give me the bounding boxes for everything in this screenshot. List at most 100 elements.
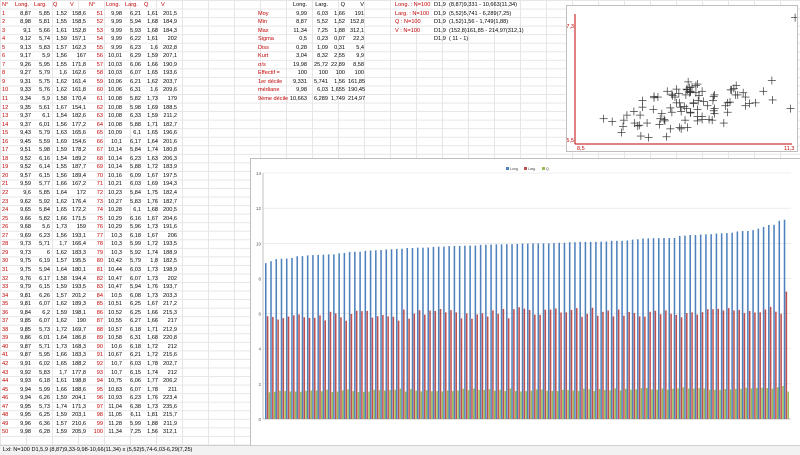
- table-cell[interactable]: 6,31: [130, 335, 141, 342]
- table-cell[interactable]: 5,85: [39, 10, 50, 17]
- table-cell[interactable]: 9,95: [20, 403, 31, 410]
- table-cell[interactable]: 8: [2, 70, 6, 77]
- table-cell[interactable]: 10,14: [108, 147, 122, 154]
- table-cell[interactable]: 10,28: [108, 207, 122, 214]
- table-cell[interactable]: 9,52: [20, 164, 31, 171]
- table-cell[interactable]: 84: [96, 292, 103, 299]
- table-cell[interactable]: 19: [2, 164, 9, 171]
- table-cell[interactable]: 82: [96, 275, 103, 282]
- table-cell[interactable]: 1,72: [147, 164, 158, 171]
- table-cell[interactable]: 10,27: [108, 198, 122, 205]
- table-cell[interactable]: 1,81: [147, 412, 158, 419]
- table-cell[interactable]: 1,67: [147, 232, 158, 239]
- stats-cell[interactable]: 5,741: [314, 78, 328, 85]
- table-cell[interactable]: 1,67: [147, 301, 158, 308]
- table-cell[interactable]: 182,4: [163, 190, 177, 197]
- table-cell[interactable]: 1,62: [56, 198, 67, 205]
- table-cell[interactable]: 180,8: [163, 147, 177, 154]
- table-cell[interactable]: 73: [96, 198, 103, 205]
- stats-cell[interactable]: 8,58: [353, 61, 364, 68]
- table-cell[interactable]: 1,62: [147, 78, 158, 85]
- table-cell[interactable]: 5,84: [39, 207, 50, 214]
- table-cell[interactable]: 6,08: [130, 292, 141, 299]
- table-cell[interactable]: 93: [96, 369, 103, 376]
- table-cell[interactable]: 6,03: [130, 266, 141, 273]
- table-cell[interactable]: 74: [96, 207, 103, 214]
- table-cell[interactable]: 42: [2, 360, 9, 367]
- table-cell[interactable]: 70: [96, 172, 103, 179]
- table-cell[interactable]: 59: [96, 78, 103, 85]
- table-cell[interactable]: 1,59: [56, 36, 67, 43]
- table-cell[interactable]: 10: [2, 87, 9, 94]
- stats-cell[interactable]: 191: [354, 10, 364, 17]
- table-cell[interactable]: 1: [2, 10, 6, 17]
- table-cell[interactable]: 10,7: [111, 360, 122, 367]
- stats-cell[interactable]: 22,3: [353, 36, 364, 43]
- table-cell[interactable]: 65: [96, 130, 103, 137]
- table-cell[interactable]: 32: [2, 275, 9, 282]
- table-cell[interactable]: 212: [167, 343, 177, 350]
- table-cell[interactable]: 43: [2, 369, 9, 376]
- table-cell[interactable]: 1,59: [147, 53, 158, 60]
- table-cell[interactable]: 10,42: [108, 258, 122, 265]
- table-cell[interactable]: 14: [2, 121, 9, 128]
- table-cell[interactable]: 11,34: [108, 429, 122, 436]
- table-cell[interactable]: 9,99: [111, 44, 122, 51]
- table-cell[interactable]: 1,69: [147, 181, 158, 188]
- table-cell[interactable]: 1,58: [56, 96, 67, 103]
- table-cell[interactable]: 190: [76, 318, 86, 325]
- table-cell[interactable]: 94: [96, 378, 103, 385]
- table-cell[interactable]: 1,73: [147, 224, 158, 231]
- stats-cell[interactable]: 6,03: [317, 87, 328, 94]
- table-cell[interactable]: 204,1: [72, 395, 86, 402]
- table-cell[interactable]: 5,92: [39, 198, 50, 205]
- table-cell[interactable]: 6: [46, 249, 50, 256]
- table-cell[interactable]: 10,57: [108, 326, 122, 333]
- table-cell[interactable]: 6,06: [130, 378, 141, 385]
- table-cell[interactable]: 215,6: [163, 352, 177, 359]
- table-cell[interactable]: 6,36: [39, 420, 50, 427]
- table-cell[interactable]: 1,61: [147, 10, 158, 17]
- table-cell[interactable]: 10,14: [108, 164, 122, 171]
- table-cell[interactable]: 1,76: [147, 395, 158, 402]
- table-cell[interactable]: 6,1: [133, 207, 141, 214]
- table-cell[interactable]: 6,1: [133, 130, 141, 137]
- column-header[interactable]: Q: [144, 2, 149, 8]
- table-cell[interactable]: 6,29: [130, 53, 141, 60]
- stats-cell[interactable]: Kurt: [258, 53, 269, 60]
- table-cell[interactable]: 209,6: [163, 87, 177, 94]
- table-cell[interactable]: 1,67: [147, 172, 158, 179]
- table-cell[interactable]: 45: [2, 386, 9, 393]
- table-cell[interactable]: 154,6: [72, 138, 86, 145]
- table-cell[interactable]: 1,65: [147, 70, 158, 77]
- table-cell[interactable]: 98: [96, 412, 103, 419]
- range-cell[interactable]: D1,9: [434, 19, 446, 26]
- table-cell[interactable]: 5,59: [39, 138, 50, 145]
- table-cell[interactable]: 2: [2, 19, 6, 26]
- table-cell[interactable]: 9,13: [20, 44, 31, 51]
- table-cell[interactable]: 1,59: [56, 284, 67, 291]
- table-cell[interactable]: 39: [2, 335, 9, 342]
- table-cell[interactable]: 6,21: [130, 10, 141, 17]
- table-cell[interactable]: 6,2: [42, 309, 50, 316]
- table-cell[interactable]: 6,11: [130, 412, 141, 419]
- table-cell[interactable]: 198,9: [163, 266, 177, 273]
- table-cell[interactable]: 1,59: [56, 309, 67, 316]
- table-cell[interactable]: 217,2: [163, 301, 177, 308]
- table-cell[interactable]: 6,23: [39, 232, 50, 239]
- table-cell[interactable]: 5,94: [130, 19, 141, 26]
- table-cell[interactable]: 10,03: [108, 61, 122, 68]
- table-cell[interactable]: 5,75: [39, 78, 50, 85]
- table-cell[interactable]: 35: [2, 301, 9, 308]
- table-cell[interactable]: 15: [2, 130, 9, 137]
- table-cell[interactable]: 41: [2, 352, 9, 359]
- table-cell[interactable]: 9,75: [20, 266, 31, 273]
- table-cell[interactable]: 212: [167, 369, 177, 376]
- table-cell[interactable]: 5,88: [130, 121, 141, 128]
- range-cell[interactable]: [395, 35, 434, 44]
- table-cell[interactable]: 5: [2, 44, 6, 51]
- table-cell[interactable]: 182,7: [163, 198, 177, 205]
- table-cell[interactable]: 1,65: [56, 207, 67, 214]
- stats-cell[interactable]: médiane: [258, 87, 280, 94]
- table-cell[interactable]: 1,69: [56, 138, 67, 145]
